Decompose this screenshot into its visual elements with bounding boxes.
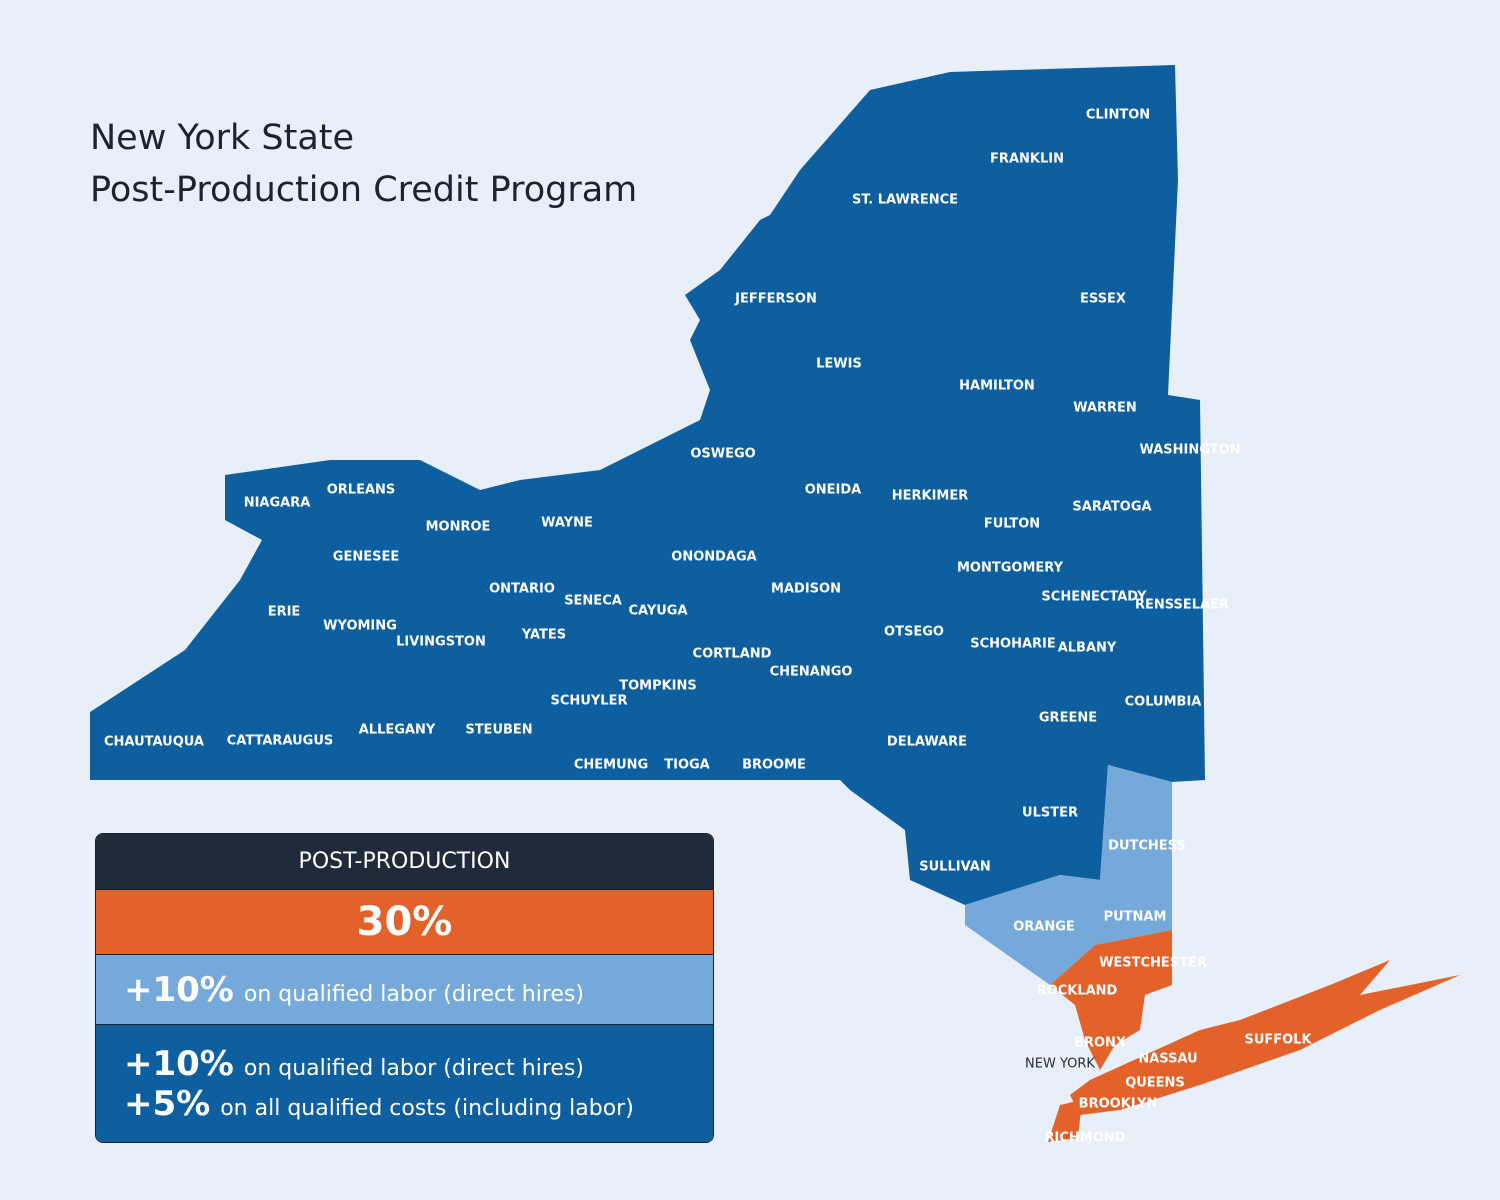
county-label: YATES [521,628,566,643]
county-label: QUEENS [1125,1076,1185,1091]
legend-tier: +10% on qualified labor (direct hires) +5… [96,1024,713,1142]
county-label: WAYNE [541,516,593,531]
county-label: CLINTON [1086,108,1150,123]
legend-header: POST-PRODUCTION [96,834,713,889]
county-label: BRONX [1074,1036,1126,1051]
county-label: SENECA [564,594,622,609]
upstate-region [90,65,1205,905]
county-label: WYOMING [323,619,397,634]
county-label: NASSAU [1138,1052,1197,1067]
county-label: WASHINGTON [1139,443,1240,458]
title-line: Post-Production Credit Program [90,170,638,210]
county-label: MONROE [426,520,491,535]
county-label: ULSTER [1022,806,1078,821]
county-label: ORLEANS [327,483,396,498]
county-label: ROCKLAND [1037,984,1118,999]
bonus: +5% [124,1083,211,1124]
county-label: MADISON [771,582,841,597]
county-label: RICHMOND [1045,1131,1126,1146]
county-label: DELAWARE [887,735,967,750]
county-label: FULTON [984,517,1040,532]
county-label: TOMPKINS [619,679,697,694]
county-labels: CLINTON FRANKLIN ST. LAWRENCE JEFFERSON ESSE… [104,108,1312,1146]
county-label: ALBANY [1058,641,1117,656]
county-label: ONONDAGA [671,550,756,565]
county-label: SCHOHARIE [970,637,1056,652]
county-label: DUTCHESS [1108,839,1186,854]
county-label: ALLEGANY [359,723,436,738]
title-line: New York State [90,118,355,158]
county-label: STEUBEN [465,723,532,738]
county-label: CATTARAUGUS [227,734,334,749]
county-label: GENESEE [333,550,399,565]
county-label: ERIE [268,605,301,620]
county-label: CORTLAND [693,647,772,662]
county-label: ONEIDA [805,483,862,498]
county-label: SARATOGA [1072,500,1151,515]
county-label: PUTNAM [1104,910,1167,925]
downstate-region [1050,930,1172,1070]
legend-base: 30% [96,889,713,954]
county-label: CHAUTAUQUA [104,735,204,750]
county-label: WESTCHESTER [1099,956,1207,971]
county-label: CHEMUNG [574,758,648,773]
county-label: GREENE [1039,711,1097,726]
county-label: HAMILTON [959,379,1035,394]
county-label: TIOGA [664,758,710,773]
county-label: BROOKLYN [1079,1097,1158,1112]
bonus-text: on all qualified costs (including labor) [220,1095,634,1121]
legend-row: +5% on all qualified costs (including lab… [124,1084,713,1124]
mid-region [965,765,1172,985]
legend-tier: +10% on qualified labor (direct hires) [96,954,713,1024]
staten-island [1048,1100,1082,1142]
bonus-text: on qualified labor (direct hires) [243,981,584,1007]
county-label: COLUMBIA [1125,695,1202,710]
title: New York State Post-Production Credit Pr… [90,112,637,216]
county-label: SUFFOLK [1244,1033,1312,1048]
county-label: OSWEGO [690,447,755,462]
legend-row: +10% on qualified labor (direct hires) [124,1044,713,1084]
county-label: LIVINGSTON [396,635,486,650]
county-label: SCHUYLER [551,694,628,709]
county-label: CHENANGO [770,665,853,680]
county-label: MONTGOMERY [957,561,1064,576]
bonus: +10% [124,969,234,1010]
county-label: SCHENECTADY [1041,590,1147,605]
county-label: CAYUGA [628,604,687,619]
county-label: NEW YORK [1025,1057,1095,1072]
county-label: BROOME [742,758,806,773]
county-label: NIAGARA [244,496,311,511]
county-label: ONTARIO [489,582,555,597]
county-label: WARREN [1073,401,1137,416]
county-label: JEFFERSON [734,292,817,307]
legend: POST-PRODUCTION 30% +10% on qualified lab… [95,833,714,1143]
county-label: ST. LAWRENCE [852,193,958,208]
long-island [1070,960,1460,1115]
legend-row: +10% on qualified labor (direct hires) [124,970,584,1010]
county-label: HERKIMER [892,489,969,504]
county-label: OTSEGO [884,625,944,640]
county-label: ESSEX [1080,292,1126,307]
county-label: FRANKLIN [990,152,1064,167]
county-label: SULLIVAN [919,860,990,875]
bonus-text: on qualified labor (direct hires) [243,1055,584,1081]
county-label: RENSSELAER [1135,598,1229,613]
county-label: LEWIS [816,357,862,372]
county-label: ORANGE [1013,920,1075,935]
bonus: +10% [124,1043,234,1084]
